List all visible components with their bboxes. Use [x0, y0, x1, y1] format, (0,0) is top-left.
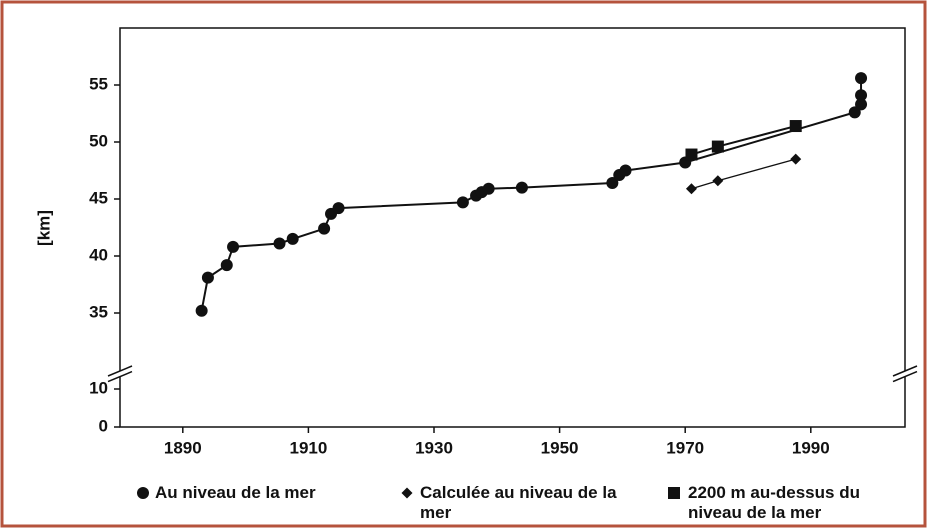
data-point — [195, 304, 208, 317]
data-point — [332, 202, 345, 215]
axis-break-mark — [107, 365, 133, 377]
series-line — [200, 78, 863, 311]
x-tick-label: 1930 — [415, 438, 453, 457]
data-point — [855, 89, 868, 102]
data-point — [318, 222, 331, 235]
data-point — [712, 175, 724, 187]
data-point — [220, 259, 233, 272]
y-tick-label: 50 — [89, 131, 108, 150]
legend-marker — [668, 487, 680, 499]
y-tick-label: 40 — [89, 245, 108, 264]
legend-label: Au niveau de la mer — [155, 483, 316, 502]
y-tick-label: 10 — [89, 378, 108, 397]
x-tick-label: 1950 — [541, 438, 579, 457]
data-point — [456, 196, 469, 209]
axis-break-mark — [892, 370, 918, 383]
data-point — [685, 148, 698, 161]
data-point — [273, 237, 286, 250]
y-tick-label: 0 — [99, 416, 108, 435]
series-line — [691, 125, 796, 156]
y-tick-label: 55 — [89, 74, 108, 93]
data-point — [606, 177, 619, 190]
legend-label: Calculée au niveau de la mer — [420, 483, 617, 522]
x-tick-label: 1890 — [164, 438, 202, 457]
data-point — [619, 164, 632, 177]
data-point — [855, 98, 868, 111]
y-tick-label: 45 — [89, 188, 108, 207]
y-tick-label: 35 — [89, 302, 108, 321]
data-point — [790, 153, 802, 165]
data-point — [711, 140, 724, 153]
data-point — [789, 120, 802, 133]
legend-marker — [137, 487, 149, 499]
axis-break-mark — [107, 370, 133, 383]
data-point — [286, 232, 299, 245]
x-tick-label: 1990 — [792, 438, 830, 457]
data-point — [855, 72, 868, 85]
data-point — [201, 271, 214, 284]
plot-area — [119, 27, 906, 428]
series-line — [691, 158, 796, 190]
axis-break-gap — [901, 371, 909, 377]
axis-break-mark — [892, 365, 918, 377]
legend-marker — [401, 487, 413, 499]
data-point — [685, 183, 697, 195]
legend-label: 2200 m au-dessus du niveau de la mer — [688, 483, 860, 522]
data-point — [482, 182, 495, 195]
x-tick-label: 1970 — [666, 438, 704, 457]
axis-break-gap — [116, 371, 124, 377]
data-point — [515, 181, 528, 194]
data-point — [227, 240, 240, 253]
x-tick-label: 1910 — [289, 438, 327, 457]
y-axis-label: [km] — [34, 210, 53, 246]
